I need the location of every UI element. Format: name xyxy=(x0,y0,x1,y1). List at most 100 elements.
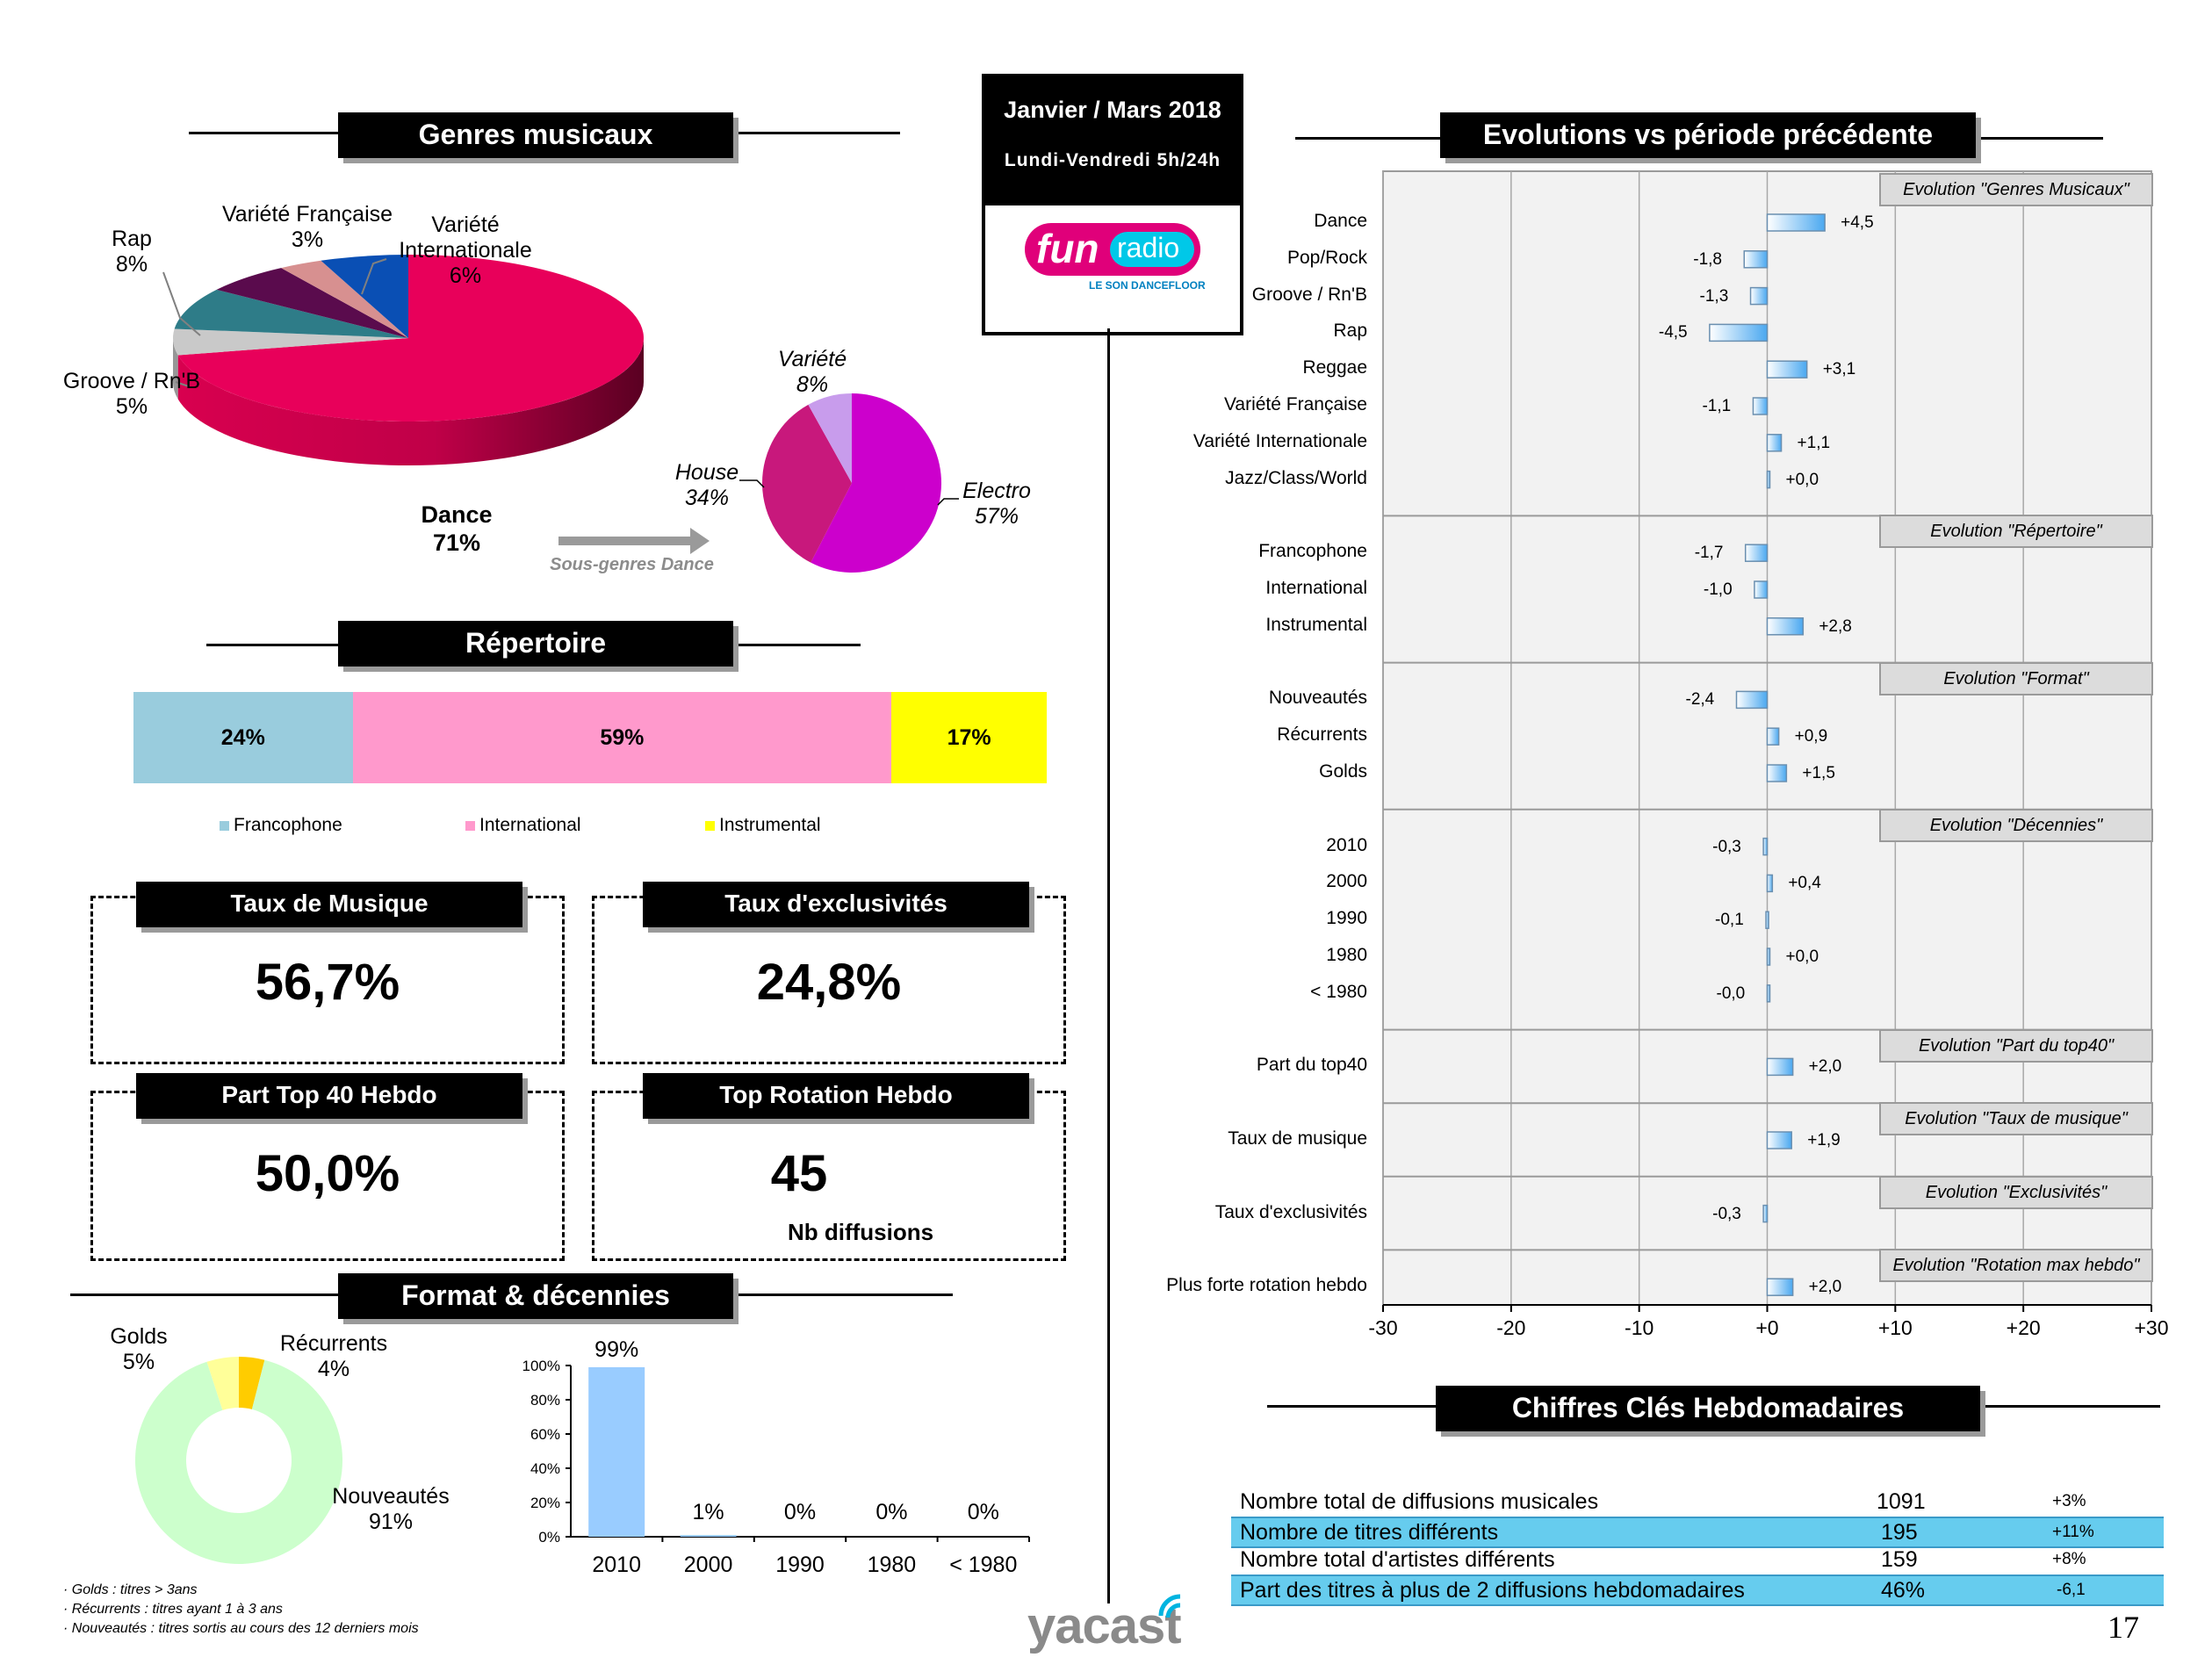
evo-x-tick-label: +0 xyxy=(1755,1316,1778,1339)
evo-category-label: Rap xyxy=(1333,321,1367,342)
evo-bar xyxy=(1766,470,1771,489)
evo-category-label: 1990 xyxy=(1326,908,1367,929)
leader-line xyxy=(175,381,190,387)
kpi-label-exclusivites: Taux d'exclusivités xyxy=(643,882,1029,927)
evo-category-label: 2000 xyxy=(1326,871,1367,892)
evo-category-label: Récurrents xyxy=(1277,724,1367,746)
dec-y-tick-label: 20% xyxy=(530,1495,560,1511)
evo-value-label: +0,0 xyxy=(1785,470,1819,489)
evo-value-label: +1,1 xyxy=(1797,433,1831,452)
label-nouveautes: Nouveautés 91% xyxy=(332,1484,450,1534)
evo-x-tick-label: +30 xyxy=(2134,1316,2168,1339)
dec-category-label: 2000 xyxy=(684,1553,733,1577)
subpie-slice-vari-t- xyxy=(808,393,852,483)
evo-category-label: Francophone xyxy=(1258,541,1367,562)
dec-y-tick-label: 80% xyxy=(530,1392,560,1409)
subgenre-caption: Sous-genres Dance xyxy=(550,555,714,574)
repertoire-segment-francophone: 24% xyxy=(133,692,353,783)
subpie-slice-electro xyxy=(811,393,941,573)
evo-value-label: +1,9 xyxy=(1807,1131,1841,1149)
pie-slice-dance xyxy=(177,255,645,422)
evo-category-label: < 1980 xyxy=(1310,981,1367,1002)
chiffres-evo: -6,1 xyxy=(2057,1581,2086,1599)
chiffres-evo: +11% xyxy=(2052,1523,2094,1541)
chiffres-label: Nombre total de diffusions musicales xyxy=(1240,1489,1599,1514)
logo-radio: radio xyxy=(1117,232,1180,263)
center-divider xyxy=(1107,328,1110,1603)
genres-pie xyxy=(172,255,645,466)
evolutions-header: Evolutions vs période précédente xyxy=(1440,112,1976,158)
chiffres-evo: +3% xyxy=(2052,1492,2086,1510)
yacast-signal-icon xyxy=(1158,1594,1181,1618)
logo-tagline: LE SON DANCEFLOOR xyxy=(1089,279,1206,292)
kpi-value-rotation: 45 xyxy=(770,1145,828,1202)
dec-category-label: 2010 xyxy=(592,1553,641,1577)
chiffres-label: Part des titres à plus de 2 diffusions h… xyxy=(1240,1578,1745,1603)
legend-francophone: Francophone xyxy=(220,815,342,836)
evo-value-label: -0,1 xyxy=(1715,911,1744,930)
format-donut xyxy=(135,1357,343,1565)
evo-value-label: -1,0 xyxy=(1703,580,1733,599)
evo-group-tag: Evolution "Rotation max hebdo" xyxy=(1879,1249,2153,1283)
dec-category-label: 1980 xyxy=(868,1553,917,1577)
subgenre-arrow xyxy=(558,528,710,554)
pie-slice-groove-rn-b xyxy=(172,328,408,356)
evo-bar xyxy=(1744,544,1769,562)
header-rule xyxy=(733,132,900,134)
evo-category-label: Instrumental xyxy=(1265,614,1367,635)
format-header: Format & décennies xyxy=(338,1273,733,1319)
evo-group-tag: Evolution "Décennies" xyxy=(1879,808,2153,842)
evo-value-label: -1,3 xyxy=(1699,286,1729,306)
evo-bar xyxy=(1762,1204,1769,1223)
genres-header: Genres musicaux xyxy=(338,112,733,158)
label-variete-francaise: Variété Française 3% xyxy=(221,202,393,252)
header-rule xyxy=(189,132,338,134)
evo-bar xyxy=(1709,323,1769,342)
page-number: 17 xyxy=(2108,1610,2139,1645)
evo-category-label: Pop/Rock xyxy=(1286,247,1367,268)
dec-y-tick-label: 100% xyxy=(522,1358,560,1374)
evo-bar xyxy=(1766,874,1774,893)
evo-category-label: Taux d'exclusivités xyxy=(1214,1201,1367,1222)
evo-bar xyxy=(1766,617,1805,636)
dec-value-label: 1% xyxy=(693,1500,724,1524)
kpi-value-taux-musique: 56,7% xyxy=(255,954,400,1011)
evo-category-label: 2010 xyxy=(1326,834,1367,855)
evo-group-tag: Evolution "Répertoire" xyxy=(1879,515,2153,549)
sousgenres-pie xyxy=(762,393,941,573)
chiffres-row: Nombre total d'artistes différents 159 +… xyxy=(1231,1546,2164,1574)
chiffres-value: 159 xyxy=(1881,1547,1918,1572)
evo-bar xyxy=(1743,250,1769,269)
evo-category-label: Nouveautés xyxy=(1268,688,1367,709)
evo-x-tick-label: -30 xyxy=(1368,1316,1397,1339)
chiffres-value: 1091 xyxy=(1877,1489,1926,1514)
evolutions-chart: -30 -20 -10 +0 +10 +20 +30 xyxy=(1368,170,2169,1339)
note-golds: · Golds : titres > 3ans xyxy=(63,1582,198,1597)
evo-category-label: Dance xyxy=(1314,211,1367,231)
evo-category-label: Part du top40 xyxy=(1256,1055,1367,1076)
dec-y-tick-label: 0% xyxy=(538,1529,560,1546)
evo-x-tick-label: -10 xyxy=(1625,1316,1654,1339)
kpi-label-taux-musique: Taux de Musique xyxy=(136,882,522,927)
evo-x-tick-label: +20 xyxy=(2007,1316,2041,1339)
legend-international: International xyxy=(465,815,581,836)
evo-group-tag: Evolution "Exclusivités" xyxy=(1879,1175,2153,1209)
evo-value-label: +1,5 xyxy=(1802,764,1835,782)
evo-group-tag: Evolution "Taux de musique" xyxy=(1879,1102,2153,1136)
header-rule xyxy=(733,1293,953,1296)
evo-category-label: Jazz/Class/World xyxy=(1225,467,1367,488)
label-variete-internationale: Variété Internationale 6% xyxy=(399,213,532,288)
header-rule xyxy=(70,1293,338,1296)
evo-bar xyxy=(1766,1131,1792,1149)
label-groove: Groove / Rn'B 5% xyxy=(62,369,201,419)
kpi-label-top40: Part Top 40 Hebdo xyxy=(136,1073,522,1119)
period-schedule: Lundi-Vendredi 5h/24h xyxy=(1004,150,1221,170)
dec-y-tick-label: 60% xyxy=(530,1426,560,1443)
chiffres-label: Nombre total d'artistes différents xyxy=(1240,1547,1555,1572)
pie-slice-vari-t-fran-aise xyxy=(281,260,408,338)
dec-category-label: 1990 xyxy=(775,1553,825,1577)
evo-bar xyxy=(1754,580,1769,599)
leader-line xyxy=(361,258,387,295)
evo-bar xyxy=(1766,213,1826,232)
evo-bar xyxy=(1762,837,1769,856)
